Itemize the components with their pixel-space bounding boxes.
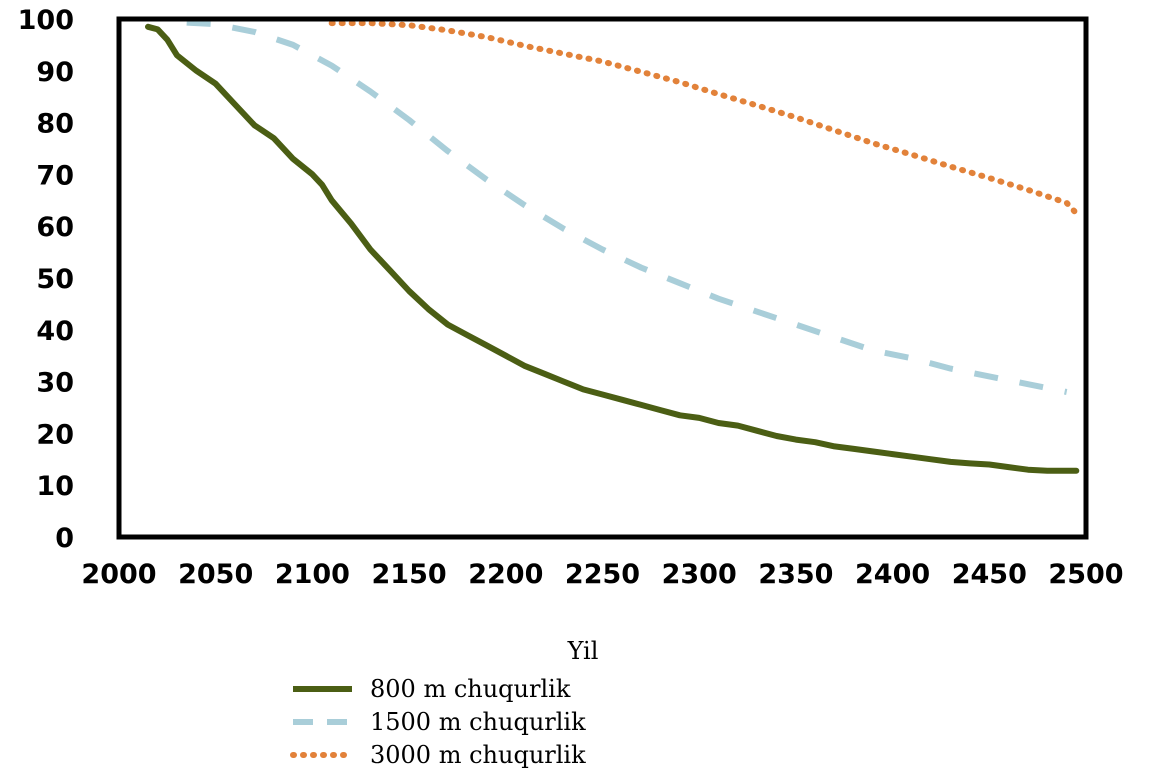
x-tick-label: 2450 xyxy=(952,559,1027,590)
y-tick-label: 80 xyxy=(36,109,74,140)
legend-label-2: 1500 m chuqurlik xyxy=(370,708,586,736)
x-tick-label: 2050 xyxy=(178,559,253,590)
x-axis: 2000 2050 2100 2150 2200 2250 2300 2350 2400 2450… xyxy=(81,559,1123,590)
x-tick-label: 2350 xyxy=(758,559,833,590)
x-tick-label: 2500 xyxy=(1048,559,1123,590)
y-tick-label: 100 xyxy=(18,5,74,36)
x-tick-label: 2000 xyxy=(81,559,156,590)
y-tick-label: 30 xyxy=(36,368,74,399)
y-tick-label: 60 xyxy=(36,212,74,243)
x-tick-label: 2400 xyxy=(855,559,930,590)
y-axis: 0 10 20 30 40 50 60 70 80 90 100 xyxy=(18,5,74,554)
y-tick-label: 0 xyxy=(55,523,74,554)
y-tick-label: 40 xyxy=(36,316,74,347)
series-line-1 xyxy=(145,23,1080,474)
plot-series-group xyxy=(145,19,1080,474)
x-tick-label: 2200 xyxy=(468,559,543,590)
legend-label-1: 800 m chuqurlik xyxy=(370,675,571,703)
x-axis-label: Yil xyxy=(567,637,599,665)
y-tick-label: 50 xyxy=(36,264,74,295)
x-tick-label: 2100 xyxy=(275,559,350,590)
series-line-3 xyxy=(328,20,1080,217)
x-tick-label: 2150 xyxy=(372,559,447,590)
plot-area-frame xyxy=(116,16,1089,540)
x-tick-label: 2250 xyxy=(565,559,640,590)
y-tick-label: 20 xyxy=(36,419,74,450)
legend-label-3: 3000 m chuqurlik xyxy=(370,741,586,769)
y-tick-label: 70 xyxy=(36,160,74,191)
y-tick-label: 10 xyxy=(36,471,74,502)
legend: 800 m chuqurlik 1500 m chuqurlik 3000 m ch… xyxy=(290,675,586,769)
series-line-2 xyxy=(186,19,1068,395)
y-tick-label: 90 xyxy=(36,57,74,88)
x-tick-label: 2300 xyxy=(662,559,737,590)
